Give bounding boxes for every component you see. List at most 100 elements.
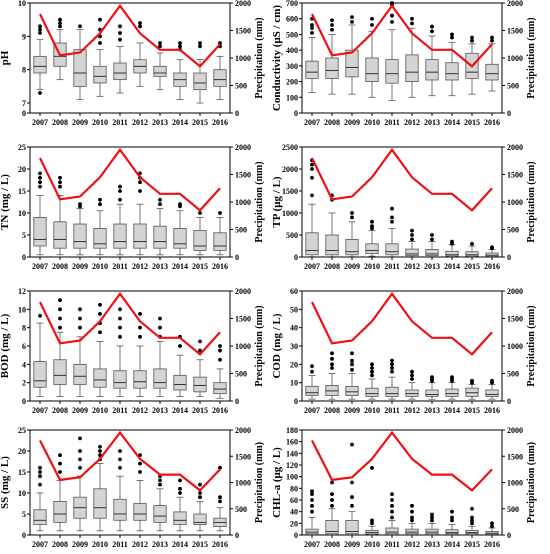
box-2016: [485, 521, 499, 536]
x-tick-label: 2015: [464, 540, 480, 549]
box-2012: [405, 369, 419, 400]
y2-tick-label: 1000: [507, 342, 523, 351]
box-2008: [53, 453, 67, 532]
box-iqr: [113, 62, 127, 81]
box-iqr: [345, 49, 359, 78]
box-2012: [133, 171, 147, 256]
box-iqr: [345, 238, 359, 256]
x-axis: 2007 2008 2009 2010 2011 2012 2013 2014 2015 2016: [304, 257, 500, 271]
box-iqr: [405, 54, 419, 82]
y-tick-label: 25: [18, 426, 26, 435]
y-tick-label: 5: [22, 231, 26, 240]
x-tick-label: 2015: [192, 540, 208, 549]
box-iqr: [485, 389, 499, 397]
y-tick-label: 2: [22, 379, 26, 388]
outlier-point: [118, 465, 122, 470]
outlier-point: [330, 366, 334, 370]
outlier-point: [410, 373, 414, 378]
box-2009: [73, 436, 87, 532]
y-axis-label: pH: [0, 50, 11, 65]
outlier-point: [310, 167, 314, 171]
box-iqr: [465, 387, 479, 397]
outlier-point: [490, 378, 494, 383]
y-tick-label: 30: [290, 342, 298, 351]
outlier-point: [78, 465, 82, 470]
outlier-point: [410, 518, 414, 523]
x-tick-label: 2009: [72, 118, 88, 127]
y2-tick-label: 2000: [507, 143, 523, 152]
outlier-point: [38, 184, 42, 189]
box-iqr: [213, 382, 227, 395]
box-iqr: [365, 387, 379, 397]
box-2009: [345, 15, 359, 95]
y-tick-label: 40: [290, 508, 298, 517]
outlier-point: [78, 307, 82, 312]
x-tick-label: 2011: [112, 540, 128, 549]
outlier-point: [38, 31, 42, 35]
y2-tick-label: 500: [235, 82, 247, 91]
box-iqr: [385, 59, 399, 84]
box-2015: [193, 211, 207, 256]
panel-3: 0 500 1000 1500 2000 2500 0 500 1000 1500 2000 2007…: [271, 143, 537, 271]
outlier-point: [58, 307, 62, 312]
box-iqr: [153, 225, 167, 249]
y-tick-label: 600: [286, 15, 298, 24]
precipitation-line: [311, 147, 493, 212]
outlier-point: [38, 465, 42, 470]
box-2012: [133, 312, 147, 397]
y2-tick-label: 1500: [507, 315, 523, 324]
box-iqr: [93, 368, 107, 388]
box-iqr: [153, 505, 167, 523]
box-2012: [133, 453, 147, 532]
y-tick-label: 40: [290, 324, 298, 333]
x-tick-label: 2013: [152, 262, 168, 271]
box-iqr: [305, 385, 319, 396]
outlier-point: [390, 366, 394, 370]
y2-tick-label: 1000: [235, 342, 251, 351]
y-tick-label: 0: [22, 253, 26, 262]
y-axis: 0 20 40 60 80 100 120 140 160 180: [286, 426, 302, 540]
outlier-point: [138, 334, 142, 339]
outlier-point: [198, 44, 202, 49]
box-2010: [93, 197, 107, 256]
y2-tick-label: 2000: [507, 426, 523, 435]
x-tick-label: 2012: [404, 406, 420, 415]
box-2012: [133, 21, 147, 87]
box-2013: [425, 233, 439, 257]
y-tick-label: 200: [286, 78, 298, 87]
outlier-point: [310, 26, 314, 31]
box-2013: [425, 512, 439, 536]
y2-tick-label: 1500: [507, 452, 523, 461]
outlier-point: [390, 358, 394, 363]
outlier-point: [198, 339, 202, 344]
box-iqr: [53, 500, 67, 523]
outlier-point: [430, 29, 434, 34]
x-tick-label: 2007: [32, 118, 48, 127]
outlier-point: [38, 27, 42, 32]
y2-tick-label: 1000: [235, 54, 251, 63]
box-2015: [465, 506, 479, 536]
x-tick-label: 2015: [464, 406, 480, 415]
box-iqr: [425, 389, 439, 397]
outlier-point: [98, 330, 102, 335]
box-2012: [405, 503, 419, 536]
x-tick-label: 2010: [364, 406, 380, 415]
y2-axis-label: Precipitation (mm): [526, 442, 537, 523]
box-iqr: [53, 359, 67, 385]
box-iqr: [405, 528, 419, 535]
box-iqr: [193, 376, 207, 393]
outlier-point: [450, 375, 454, 380]
outlier-point: [58, 17, 62, 22]
outlier-point: [158, 41, 162, 45]
y2-tick-label: 0: [235, 531, 239, 540]
box-iqr: [365, 57, 379, 82]
y-axis: 0 5 10 15 20 25: [18, 143, 30, 262]
y-tick-label: 10: [18, 305, 26, 314]
outlier-point: [430, 518, 434, 523]
x-axis: 2007 2008 2009 2010 2011 2012 2013 2014 2015 2016: [304, 535, 500, 549]
box-iqr: [193, 72, 207, 91]
box-2007: [33, 465, 47, 532]
y2-tick-label: 2000: [507, 287, 523, 296]
box-2011: [113, 307, 127, 397]
